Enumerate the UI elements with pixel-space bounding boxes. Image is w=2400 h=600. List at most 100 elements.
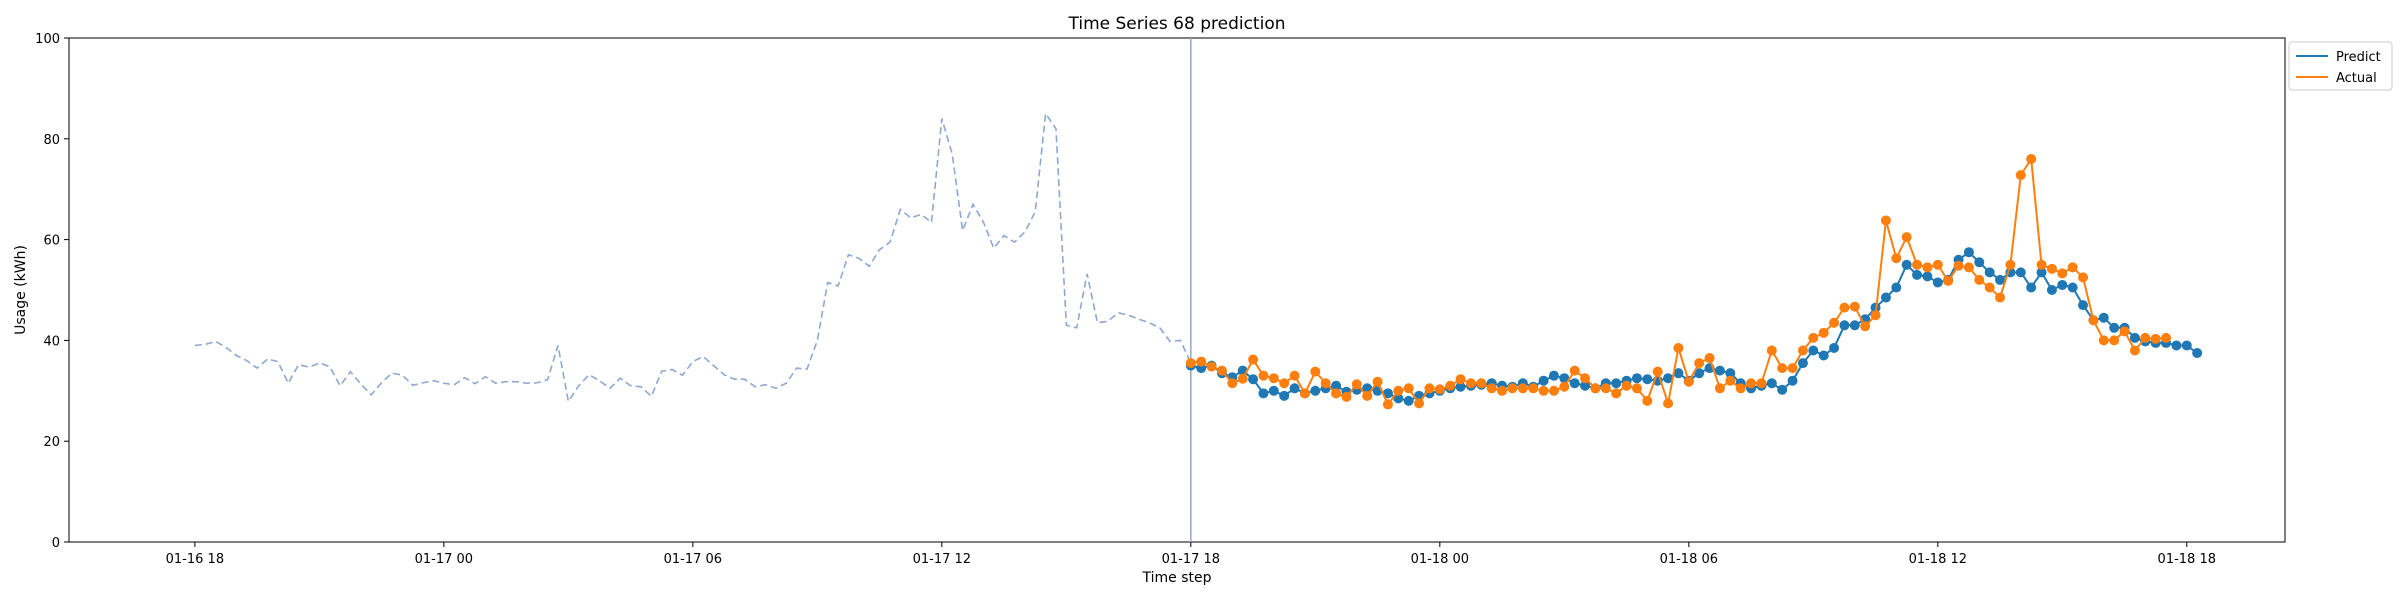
data-point-actual (2161, 332, 2172, 343)
data-point-actual (1829, 317, 1840, 328)
data-point-predict (1279, 390, 1290, 401)
y-tick-label: 60 (43, 234, 60, 249)
data-point-actual (1216, 365, 1227, 376)
data-point-predict (2015, 267, 2026, 278)
data-point-predict (1393, 393, 1404, 404)
data-point-actual (1320, 378, 1331, 389)
data-point-actual (1559, 381, 1570, 392)
data-point-actual (1517, 383, 1528, 394)
data-point-actual (1548, 385, 1559, 396)
data-point-predict (2109, 322, 2120, 333)
data-point-actual (1486, 383, 1497, 394)
data-point-actual (1299, 388, 1310, 399)
data-point-actual (1756, 378, 1767, 389)
data-point-predict (2098, 312, 2109, 323)
data-point-actual (1694, 358, 1705, 369)
series-layer (194, 111, 2203, 410)
plot-frame (68, 37, 2286, 543)
data-point-actual (1351, 379, 1362, 390)
data-point-actual (1642, 395, 1653, 406)
data-point-actual (1403, 383, 1414, 394)
data-point-predict (1922, 271, 1933, 282)
x-tick-label: 01-18 00 (1411, 552, 1469, 567)
data-point-predict (1984, 267, 1995, 278)
y-tick-label: 100 (35, 32, 60, 47)
data-point-predict (1849, 320, 1860, 331)
data-point-actual (1797, 345, 1808, 356)
data-point-actual (1590, 383, 1601, 394)
data-point-actual (1528, 383, 1539, 394)
data-point-predict (1642, 374, 1653, 385)
data-point-predict (1880, 292, 1891, 303)
data-point-actual (1818, 327, 1829, 338)
data-point-actual (1621, 380, 1632, 391)
data-point-actual (1455, 374, 1466, 385)
data-point-actual (1995, 292, 2006, 303)
data-point-actual (2088, 315, 2099, 326)
data-point-predict (1611, 378, 1622, 389)
data-point-actual (1631, 383, 1642, 394)
data-point-actual (1331, 388, 1342, 399)
data-point-predict (1694, 368, 1705, 379)
x-tick-label: 01-18 18 (2158, 552, 2216, 567)
x-tick-label: 01-17 12 (913, 552, 971, 567)
x-tick-label: 01-18 06 (1660, 552, 1718, 567)
data-point-actual (2015, 170, 2026, 181)
data-point-actual (1870, 310, 1881, 321)
data-point-actual (2078, 272, 2089, 283)
y-tick-label: 80 (43, 133, 60, 148)
data-point-predict (2026, 282, 2037, 293)
data-point-actual (1185, 358, 1196, 369)
y-tick-label: 40 (43, 334, 60, 349)
data-point-actual (1600, 383, 1611, 394)
data-point-predict (1963, 247, 1974, 258)
data-point-predict (2171, 340, 2182, 351)
data-point-predict (1714, 365, 1725, 376)
data-point-actual (1777, 363, 1788, 374)
y-axis-title: Usage (kWh) (13, 245, 29, 335)
data-point-predict (1818, 350, 1829, 361)
data-point-actual (1922, 262, 1933, 273)
data-point-predict (1569, 378, 1580, 389)
data-point-actual (1839, 302, 1850, 313)
data-point-actual (2140, 332, 2151, 343)
data-point-actual (1434, 384, 1445, 395)
data-point-predict (1403, 395, 1414, 406)
data-point-actual (1382, 399, 1393, 410)
data-point-predict (1538, 375, 1549, 386)
data-point-actual (1279, 378, 1290, 389)
data-point-predict (2129, 332, 2140, 343)
data-point-actual (1735, 383, 1746, 394)
data-point-predict (1839, 320, 1850, 331)
x-tick-label: 01-17 06 (664, 552, 722, 567)
data-point-predict (1725, 368, 1736, 379)
data-point-actual (1673, 342, 1684, 353)
data-point-actual (1206, 361, 1217, 372)
data-point-predict (1974, 257, 1985, 268)
data-point-actual (1258, 370, 1269, 381)
legend-label-actual: Actual (2336, 71, 2377, 86)
data-point-actual (1237, 373, 1248, 384)
y-tick-label: 20 (43, 435, 60, 450)
data-point-predict (1559, 373, 1570, 384)
y-axis: 0 20 40 60 80 100 (35, 32, 69, 551)
data-point-actual (2098, 335, 2109, 346)
data-point-actual (1289, 370, 1300, 381)
data-point-actual (1248, 354, 1259, 365)
data-point-actual (2005, 259, 2016, 270)
data-point-actual (2036, 259, 2047, 270)
data-point-actual (1538, 385, 1549, 396)
data-point-predict (2078, 300, 2089, 311)
data-point-predict (1248, 374, 1259, 385)
data-point-actual (2150, 333, 2161, 344)
data-point-predict (2192, 348, 2203, 358)
data-point-actual (1787, 363, 1798, 374)
data-point-actual (2129, 345, 2140, 356)
data-point-predict (1797, 358, 1808, 369)
legend: Predict Actual (2288, 41, 2393, 91)
data-point-predict (2057, 279, 2068, 290)
data-point-actual (1860, 321, 1871, 332)
data-point-predict (1808, 345, 1819, 356)
data-point-actual (1497, 385, 1508, 396)
data-point-predict (1310, 385, 1321, 396)
